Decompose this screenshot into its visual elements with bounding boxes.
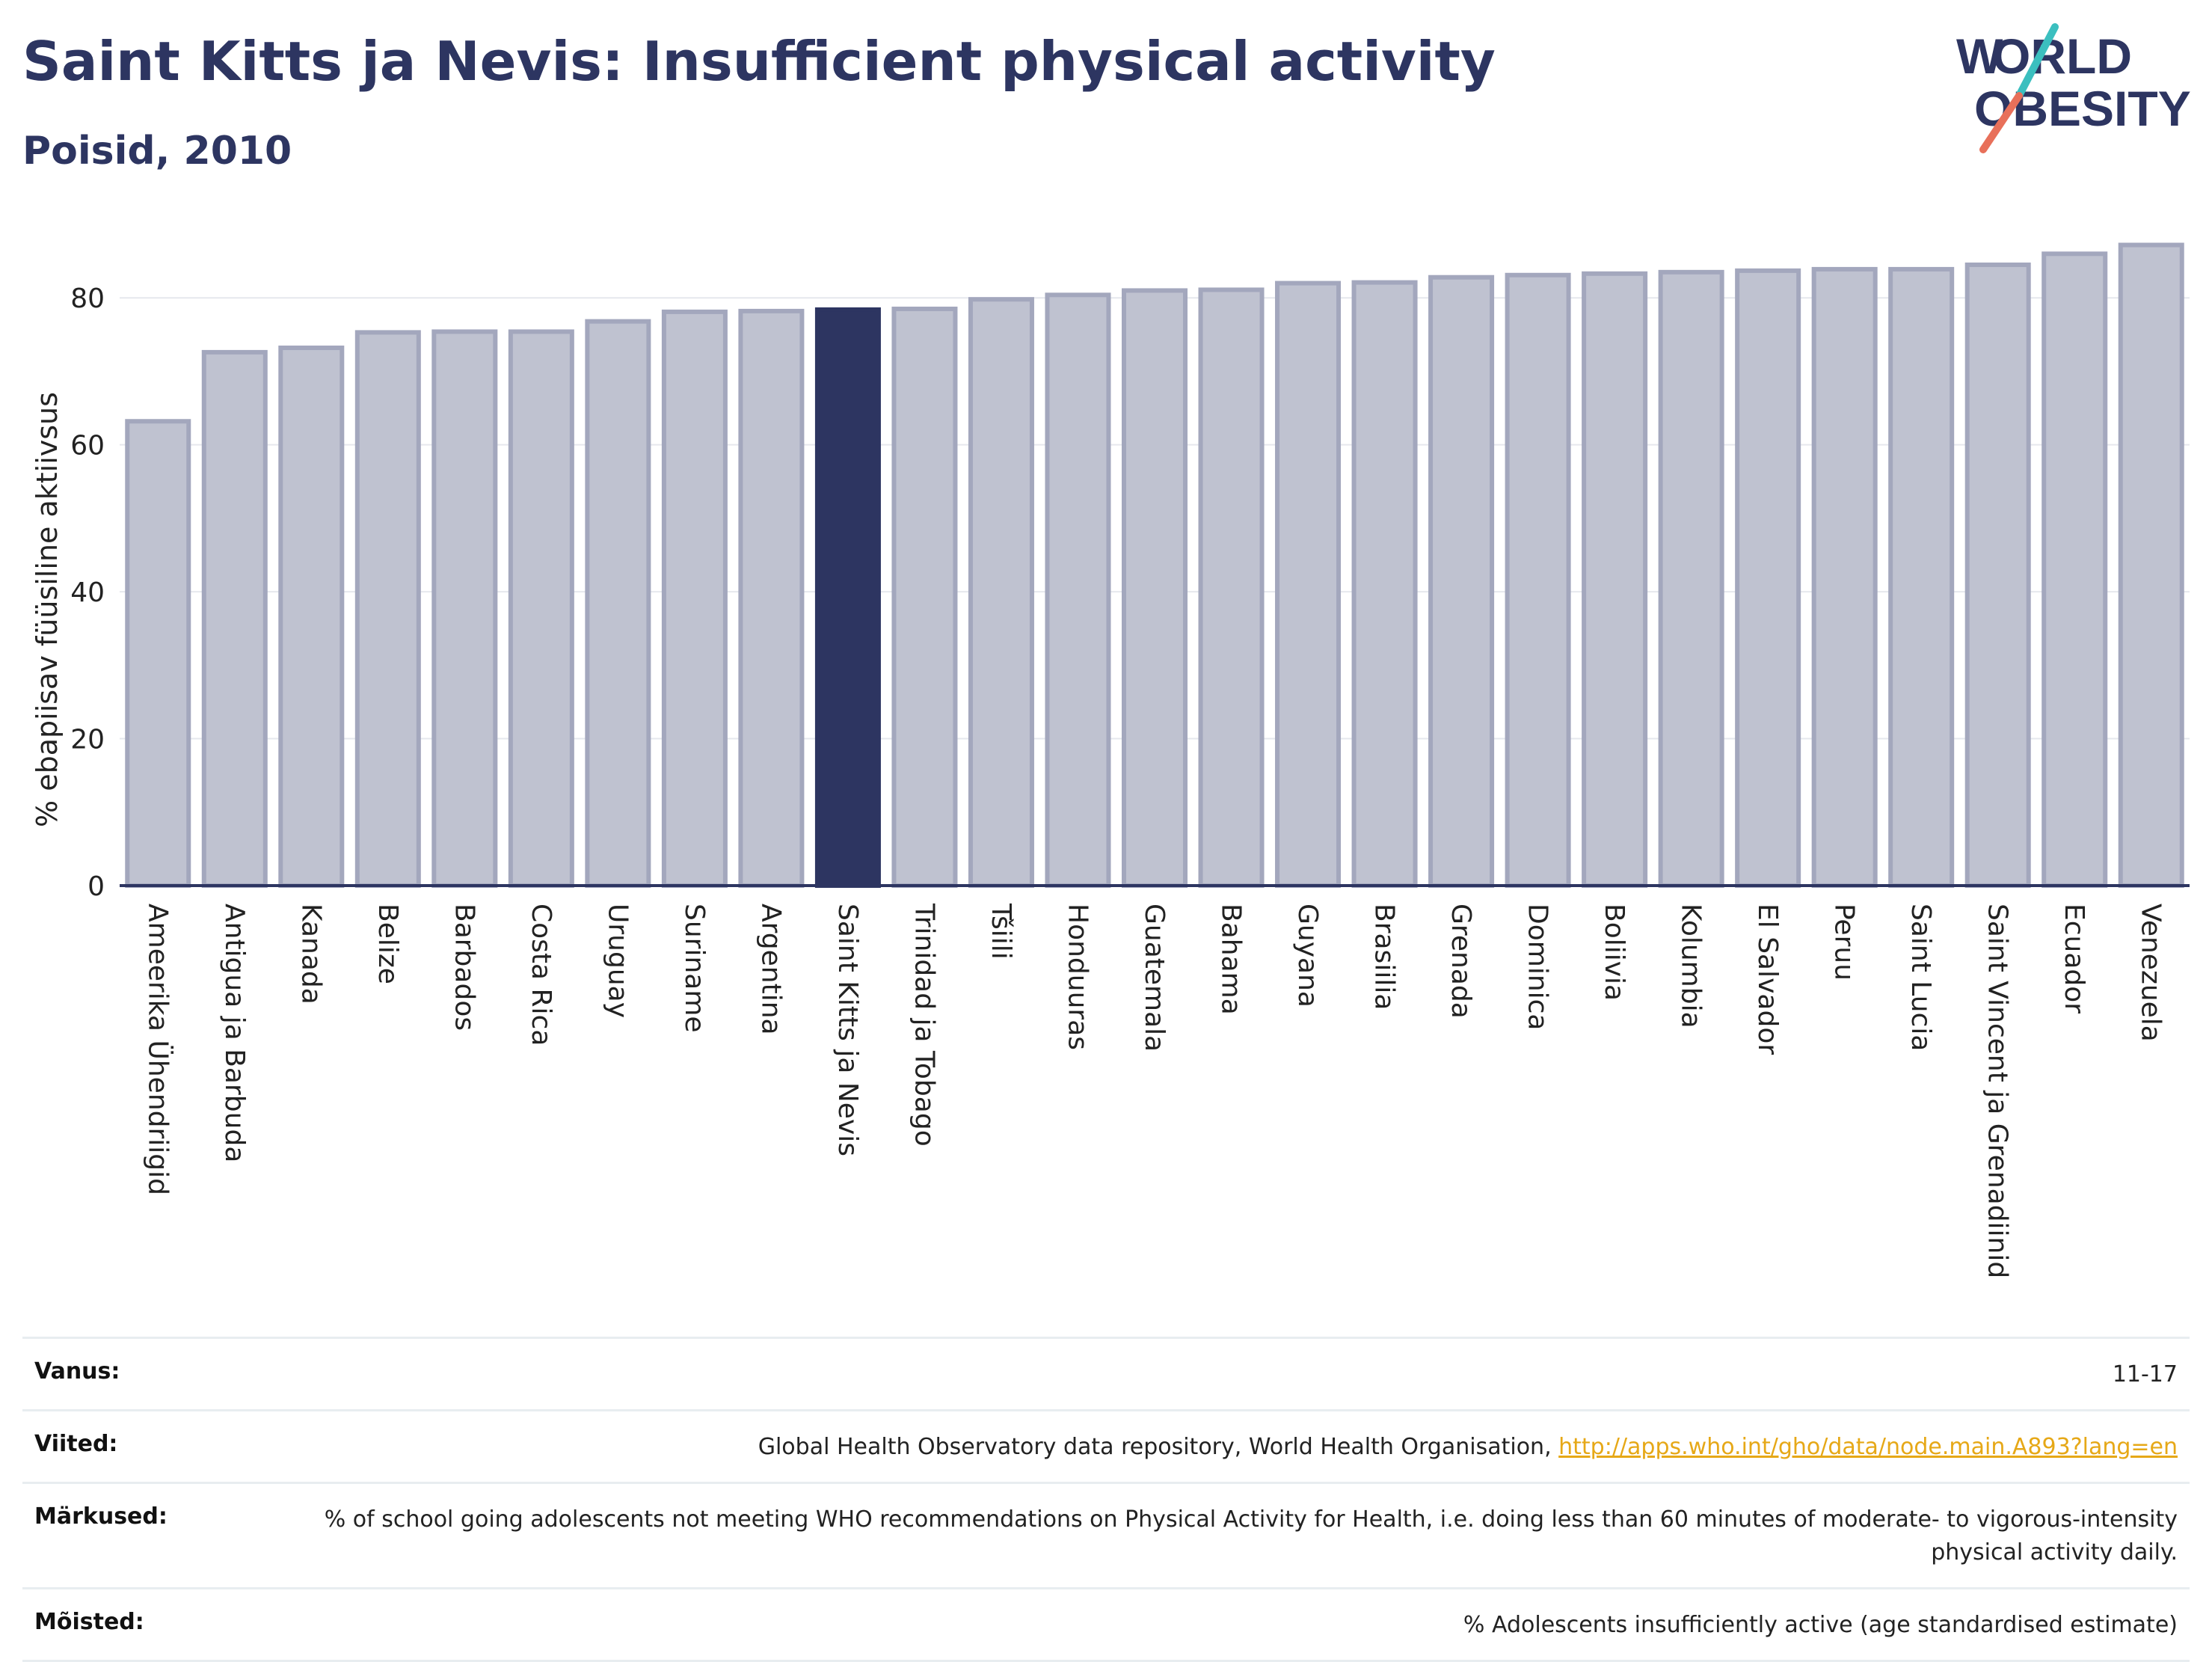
svg-text:W: W [1956,28,2003,84]
definitions-label: Mõisted: [34,1609,144,1635]
x-tick-label: Ameerika Ühendriigid [142,904,173,1195]
x-tick-label: Saint Lucia [1905,904,1936,1051]
age-value: 11-17 [2112,1361,2178,1387]
notes-row-definitions: Mõisted: % Adolescents insufficiently ac… [22,1587,2190,1662]
x-tick-label: Belize [372,904,403,984]
y-tick-label: 60 [70,431,105,462]
bar [1275,280,1342,889]
bar [1121,288,1188,888]
bar [1658,269,1724,889]
x-tick-label: Guyana [1292,904,1323,1008]
bar [968,297,1034,889]
bar [1735,268,1801,888]
x-tick-label: Brasiilia [1369,904,1400,1010]
bars [125,242,2184,889]
bar [2118,242,2184,889]
references-link[interactable]: http://apps.who.int/gho/data/node.main.A… [1558,1434,2178,1460]
bar [1045,292,1111,888]
svg-text:ORLD: ORLD [1992,28,2132,84]
x-tick-label: Boliivia [1599,904,1629,1001]
y-tick-label: 80 [70,283,105,314]
chart-subtitle: Poisid, 2010 [22,129,292,174]
y-axis-label: % ebapiisav füüsiline aktiivsus [31,392,64,827]
x-tick-label: Kanada [295,904,326,1005]
x-tick-label: Argentina [755,904,786,1035]
x-tick-label: Suriname [679,904,710,1033]
bar [1582,271,1648,888]
tick-labels: 0 20 40 60 80 Ameerika Ühendriigid Antigua ja … [70,283,2166,1278]
x-tick-label: Uruguay [602,904,633,1018]
x-tick-label: Grenada [1446,904,1476,1019]
x-tick-label: Kolumbia [1676,904,1706,1028]
remarks-value: % of school going adolescents not meetin… [324,1506,2178,1566]
bar [738,308,805,888]
x-tick-label: Barbados [449,904,479,1031]
bar-chart: 0 20 40 60 80 Ameerika Ühendriigid Antigua ja … [31,242,2190,1278]
x-tick-label: Costa Rica [526,904,556,1046]
x-tick-label: Honduuras [1062,904,1093,1050]
bar [125,419,191,888]
bar-highlighted [814,307,881,888]
x-tick-label: Trinidad ja Tobago [909,903,939,1147]
x-tick-label: Dominica [1523,904,1553,1031]
bar [354,330,421,888]
y-tick-label: 20 [70,725,105,755]
bar [661,309,728,888]
world-obesity-logo: W ORLD OBESITY [1956,23,2191,153]
y-tick-label: 0 [87,871,105,902]
bar [1888,266,1955,889]
remarks-label: Märkused: [34,1503,168,1530]
x-tick-label: Venezuela [2136,904,2166,1042]
references-value: Global Health Observatory data repositor… [758,1431,2178,1464]
bar [431,329,498,889]
x-tick-label: Peruu [1829,904,1860,981]
definitions-value: % Adolescents insufficiently active (age… [1463,1612,2178,1638]
references-text: Global Health Observatory data repositor… [758,1434,1559,1460]
age-label: Vanus: [34,1358,120,1385]
bar [2042,251,2108,888]
x-tick-label: Antigua ja Barbuda [219,904,250,1162]
x-tick-label: Saint Vincent ja Grenadiinid [1982,904,2013,1278]
bar [1428,275,1495,889]
bar [201,349,268,888]
x-tick-label: Saint Kitts ja Nevis [832,904,863,1156]
notes-table: Vanus: 11-17 Viited: Global Health Obser… [22,1337,2190,1662]
bar [1964,263,2031,888]
y-tick-label: 40 [70,577,105,608]
chart-title: Saint Kitts ja Nevis: Insufficient physi… [22,30,1496,93]
bar [278,346,345,889]
x-tick-label: Ecuador [2059,904,2089,1014]
notes-row-remarks: Märkused: % of school going adolescents … [22,1482,2190,1587]
bar [891,306,958,888]
references-label: Viited: [34,1431,118,1457]
bar [1811,266,1878,889]
x-tick-label: Guatemala [1139,904,1170,1052]
bar [585,319,651,888]
x-tick-label: El Salvador [1752,904,1783,1055]
x-tick-label: Bahama [1216,904,1247,1015]
notes-row-age: Vanus: 11-17 [22,1337,2190,1409]
notes-row-references: Viited: Global Health Observatory data r… [22,1409,2190,1482]
bar [1505,272,1571,889]
x-tick-label: Tšiili [986,903,1016,960]
bar [1198,287,1265,888]
bar [1351,280,1418,888]
bar [508,329,574,889]
